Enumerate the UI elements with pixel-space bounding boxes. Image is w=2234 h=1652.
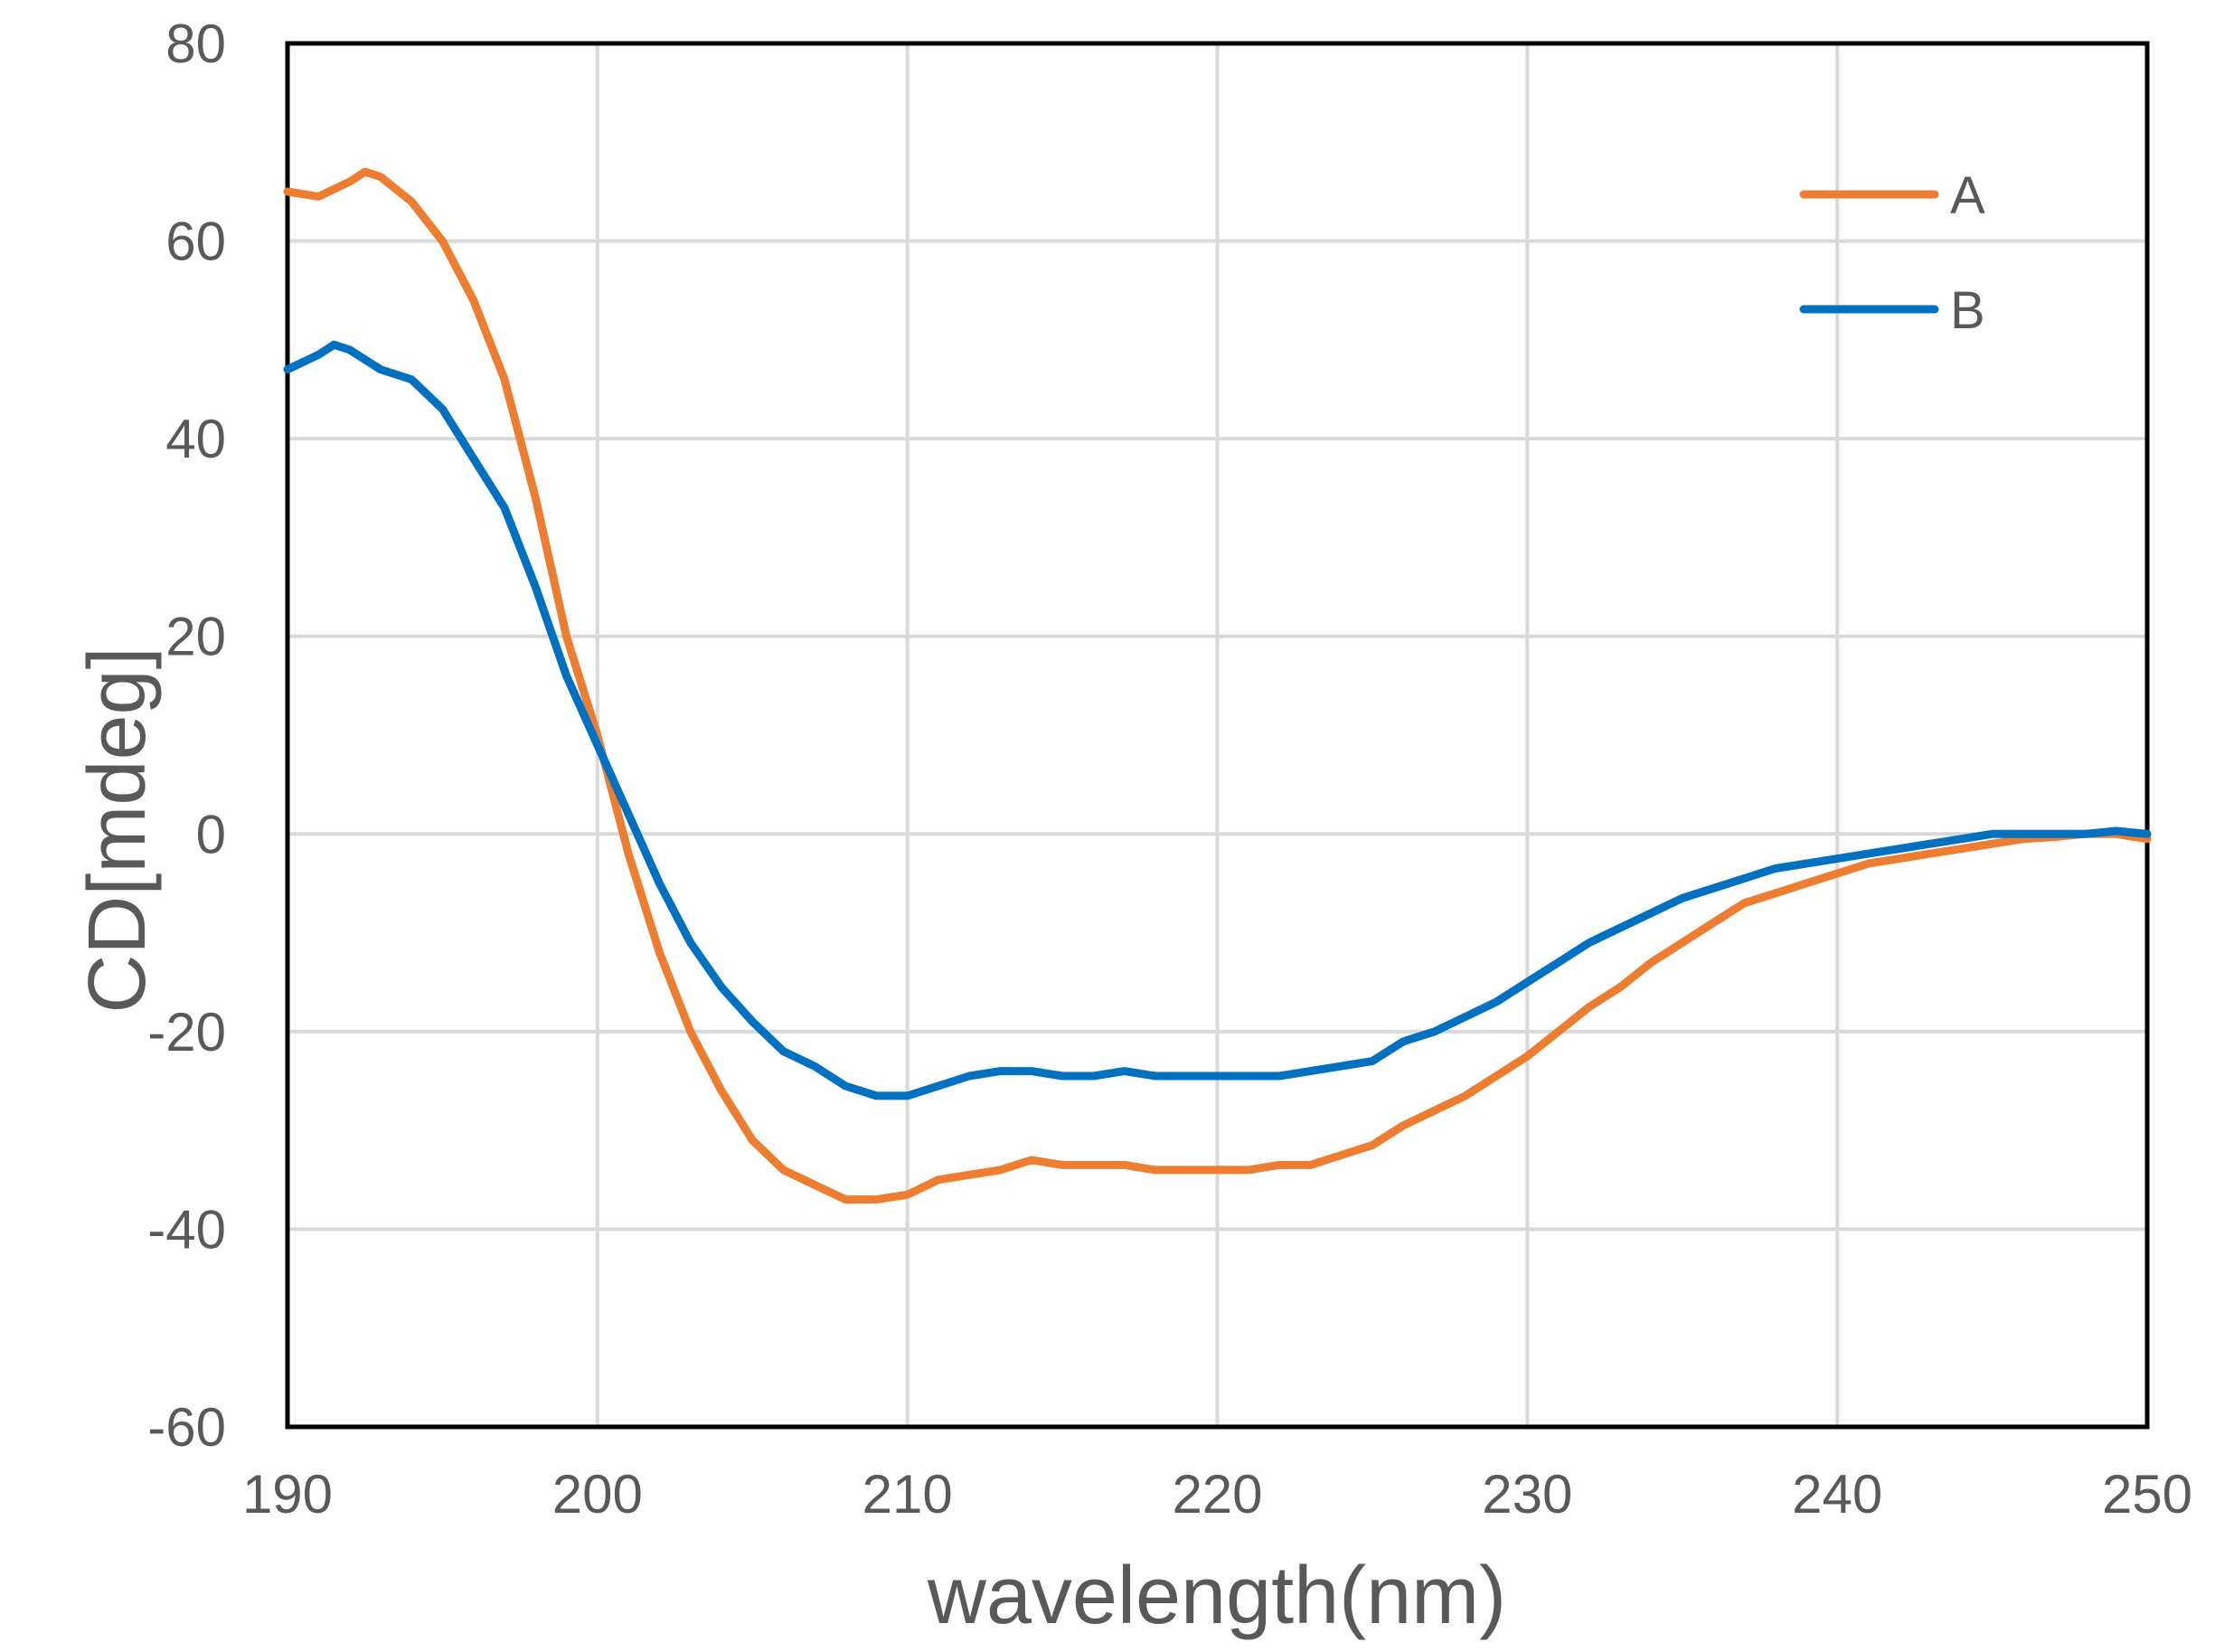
series-line-B	[283, 340, 2152, 1100]
tick-labels: 190 200 210 220 230 240 250 -60 -40 -20 0 20 40 60 80	[147, 14, 2192, 1525]
legend-label-A: A	[1950, 166, 1985, 225]
y-tick-label: -20	[147, 1002, 226, 1062]
plot-area-border	[285, 41, 2150, 1430]
y-tick-label: 80	[165, 14, 226, 74]
x-tick-label: 250	[2102, 1464, 2192, 1525]
series-line-A	[283, 167, 2152, 1204]
y-tick-label: 20	[165, 607, 226, 667]
x-axis-title: wavelength(nm)	[927, 1551, 1506, 1641]
legend-label-B: B	[1950, 281, 1985, 340]
series-lines	[283, 167, 2152, 1204]
y-tick-label: 0	[196, 804, 226, 864]
x-tick-label: 220	[1172, 1464, 1262, 1525]
y-axis-title: CD[mdeg]	[72, 647, 163, 1013]
x-tick-label: 230	[1482, 1464, 1572, 1525]
y-tick-label: -40	[147, 1199, 226, 1260]
y-tick-label: 40	[165, 409, 226, 469]
x-tick-label: 240	[1792, 1464, 1882, 1525]
legend: AB	[1799, 166, 1985, 340]
y-tick-label: -60	[147, 1397, 226, 1458]
y-tick-label: 60	[165, 212, 226, 272]
gridlines	[287, 43, 2147, 1427]
x-tick-label: 200	[552, 1464, 643, 1525]
x-tick-label: 210	[862, 1464, 953, 1525]
x-tick-label: 190	[242, 1464, 333, 1525]
